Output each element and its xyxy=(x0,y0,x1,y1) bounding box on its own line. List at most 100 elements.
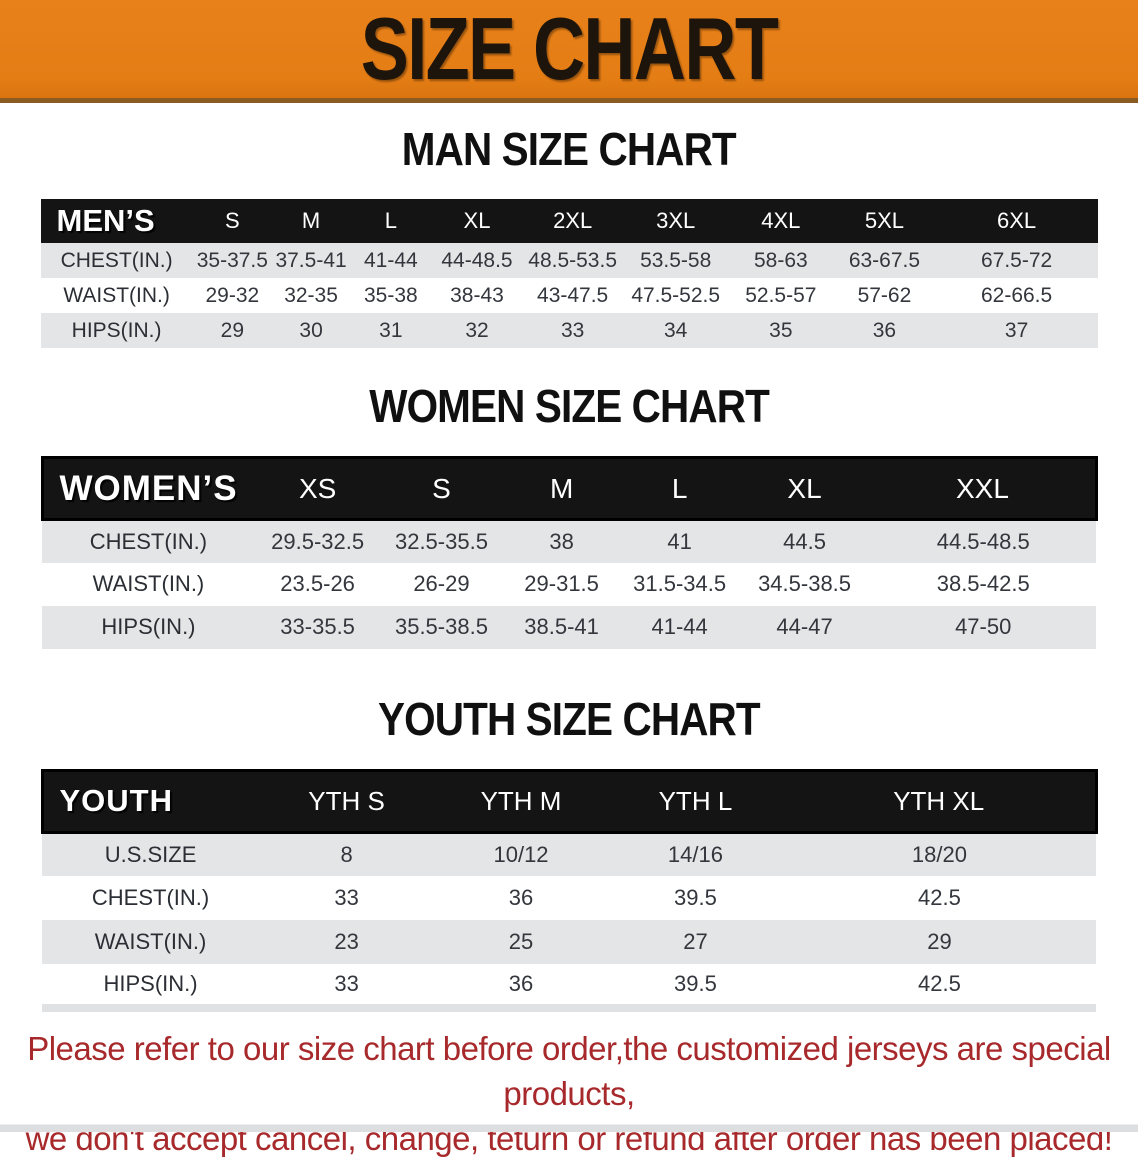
table-header-row: MEN’S S M L XL 2XL 3XL 4XL 5XL 6XL xyxy=(40,199,1098,243)
banner-title: SIZE CHART xyxy=(360,0,779,98)
size-value-cell: 33 xyxy=(560,318,585,342)
size-column-header: YTH XL xyxy=(893,785,985,816)
size-value-cell: 44-47 xyxy=(776,614,833,639)
disclaimer-line-1: Please refer to our size chart before or… xyxy=(27,1030,1111,1112)
women-section-heading: WOMEN SIZE CHART xyxy=(0,382,1138,430)
size-value-cell: 36 xyxy=(508,885,534,910)
measurement-row: CHEST(IN.) 35-37.5 37.5-41 41-44 44-48.5 48.5… xyxy=(40,243,1098,278)
youth-section-heading-text: YOUTH SIZE CHART xyxy=(378,692,761,745)
table-header-row: WOMEN’S XS S M L XL XXL xyxy=(42,457,1096,520)
size-value-cell: 37 xyxy=(1004,318,1029,342)
men-section: MAN SIZE CHART MEN’S S M L XL 2XL 3XL 4XL 5XL 6XL… xyxy=(0,125,1138,348)
size-column-header: 4XL xyxy=(761,208,801,233)
size-value-cell: 57-62 xyxy=(857,283,912,307)
disclaimer: Please refer to our size chart before or… xyxy=(0,1026,1138,1161)
measurement-row: U.S.SIZE 8 10/12 14/16 18/20 xyxy=(42,832,1096,876)
size-value-cell: 29 xyxy=(220,318,245,342)
measurement-row: CHEST(IN.) 29.5-32.5 32.5-35.5 38 41 44.5 44.5… xyxy=(42,519,1096,563)
youth-size-table: YOUTH YTH S YTH M YTH L YTH XL U.S.SIZE 8 10/12… xyxy=(40,769,1098,1012)
size-value-cell: 63-67.5 xyxy=(848,248,921,272)
size-value-cell: 42.5 xyxy=(918,885,961,910)
banner: SIZE CHART xyxy=(0,0,1138,103)
size-value-cell: 35 xyxy=(769,318,793,342)
size-value-cell: 62-66.5 xyxy=(980,283,1053,307)
size-value-cell: 32 xyxy=(465,318,489,342)
size-value-cell: 35-38 xyxy=(364,283,418,307)
size-value-cell: 47.5-52.5 xyxy=(631,283,721,307)
size-column-header: L xyxy=(384,208,397,233)
size-column-header: YTH L xyxy=(658,785,733,816)
size-value-cell: 58-63 xyxy=(753,248,808,272)
size-column-header: XL xyxy=(787,472,822,504)
size-value-cell: 52.5-57 xyxy=(745,283,817,307)
measurement-row: CHEST(IN.) 33 36 39.5 42.5 xyxy=(42,876,1096,920)
size-column-header: 5XL xyxy=(864,208,904,233)
men-section-heading: MAN SIZE CHART xyxy=(0,125,1138,173)
size-value-cell: 34.5-38.5 xyxy=(758,571,852,596)
size-value-cell: 29.5-32.5 xyxy=(271,528,365,554)
measurement-row-label: WAIST(IN.) xyxy=(63,283,170,307)
measurement-row: HIPS(IN.) 33-35.5 35.5-38.5 38.5-41 41-44 44-… xyxy=(42,605,1096,649)
size-value-cell: 23 xyxy=(334,929,359,954)
size-column-header: 2XL xyxy=(553,208,593,233)
size-value-cell: 42.5 xyxy=(918,971,961,996)
size-column-header: 3XL xyxy=(656,208,696,233)
measurement-row-label: CHEST(IN.) xyxy=(60,248,173,272)
disclaimer-line-2: we don't accept cancel, change, teturn o… xyxy=(25,1120,1113,1157)
size-value-cell: 44-48.5 xyxy=(441,248,513,272)
size-value-cell: 37.5-41 xyxy=(275,248,347,272)
measurement-row-label: WAIST(IN.) xyxy=(94,929,207,954)
size-value-cell: 33 xyxy=(334,971,359,996)
measurement-row: HIPS(IN.) 33 36 39.5 42.5 xyxy=(42,964,1096,1008)
size-value-cell: 53.5-58 xyxy=(640,248,712,272)
size-value-cell: 30 xyxy=(299,318,323,342)
size-value-cell: 27 xyxy=(683,929,708,954)
women-section: WOMEN SIZE CHART WOMEN’S XS S M L XL XXL CHEST(… xyxy=(0,382,1138,649)
measurement-row-label: HIPS(IN.) xyxy=(103,971,198,996)
size-value-cell: 32-35 xyxy=(284,283,338,307)
women-section-heading-text: WOMEN SIZE CHART xyxy=(369,380,770,432)
table-corner-label: WOMEN’S xyxy=(59,468,238,508)
measurement-row-label: HIPS(IN.) xyxy=(101,614,196,639)
size-value-cell: 26-29 xyxy=(413,571,470,596)
size-value-cell: 36 xyxy=(872,318,897,342)
size-value-cell: 67.5-72 xyxy=(980,248,1053,272)
size-value-cell: 29-31.5 xyxy=(524,571,599,596)
size-value-cell: 29-32 xyxy=(205,283,260,307)
size-value-cell: 39.5 xyxy=(674,971,717,996)
measurement-row: WAIST(IN.) 23 25 27 29 xyxy=(42,920,1096,964)
size-column-header: M xyxy=(301,208,321,233)
measurement-row-label: WAIST(IN.) xyxy=(92,571,205,596)
table-header-row: YOUTH YTH S YTH M YTH L YTH XL xyxy=(42,770,1096,832)
size-value-cell: 38-43 xyxy=(450,283,504,307)
size-value-cell: 38 xyxy=(549,528,574,554)
measurement-row: WAIST(IN.) 29-32 32-35 35-38 38-43 43-47.5 47.… xyxy=(40,278,1098,313)
size-value-cell: 23.5-26 xyxy=(280,571,355,596)
men-size-table: MEN’S S M L XL 2XL 3XL 4XL 5XL 6XL CHEST(IN.) 35-37… xyxy=(40,199,1098,348)
women-size-table: WOMEN’S XS S M L XL XXL CHEST(IN.) 29.5-32.5 32.5… xyxy=(41,456,1098,649)
size-value-cell: 41-44 xyxy=(364,248,418,272)
size-value-cell: 44.5-48.5 xyxy=(936,528,1030,554)
size-column-header: YTH S xyxy=(308,785,385,816)
size-value-cell: 25 xyxy=(508,929,534,954)
size-value-cell: 14/16 xyxy=(667,841,723,867)
size-column-header: L xyxy=(671,472,688,504)
size-column-header: XS xyxy=(298,472,337,504)
size-column-header: S xyxy=(432,472,451,504)
measurement-row-label: CHEST(IN.) xyxy=(91,885,210,910)
size-value-cell: 34 xyxy=(664,318,688,342)
measurement-row-label: HIPS(IN.) xyxy=(71,318,162,342)
size-value-cell: 47-50 xyxy=(955,614,1012,639)
size-column-header: 6XL xyxy=(997,208,1037,233)
youth-section: YOUTH SIZE CHART YOUTH YTH S YTH M YTH L YTH… xyxy=(0,692,1138,1012)
size-column-header: XL xyxy=(463,208,491,233)
size-value-cell: 35.5-38.5 xyxy=(394,614,488,639)
size-column-header: YTH M xyxy=(480,785,562,816)
size-value-cell: 8 xyxy=(340,841,353,867)
size-value-cell: 29 xyxy=(927,929,952,954)
size-value-cell: 10/12 xyxy=(493,841,549,867)
table-corner-label: YOUTH xyxy=(59,783,173,818)
size-value-cell: 39.5 xyxy=(674,885,717,910)
size-value-cell: 32.5-35.5 xyxy=(394,528,488,554)
